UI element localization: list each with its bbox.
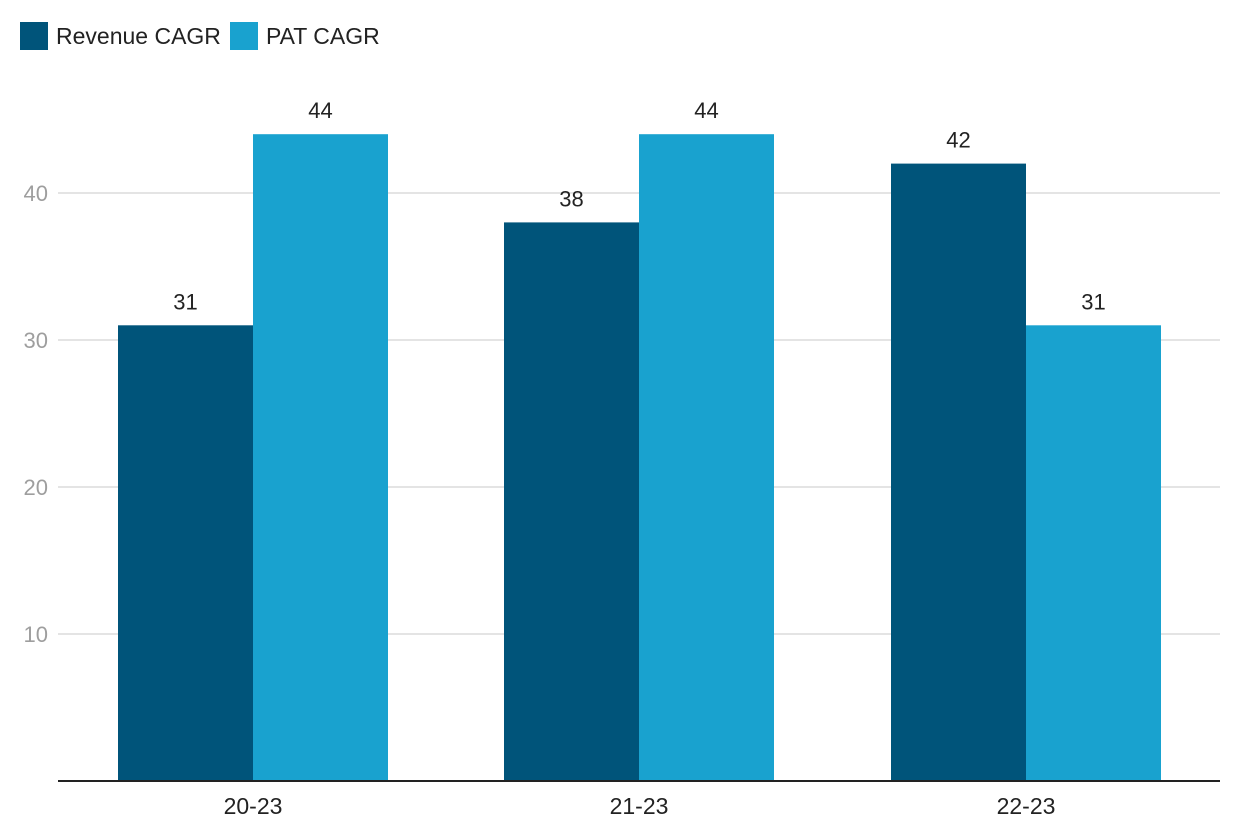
x-axis-ticks: 20-23 21-23 22-23 bbox=[224, 793, 1056, 819]
x-tick-label-0: 20-23 bbox=[224, 793, 283, 819]
data-label-1-1: 44 bbox=[694, 98, 718, 123]
data-label-1-0: 38 bbox=[559, 186, 583, 211]
x-tick-label-2: 22-23 bbox=[997, 793, 1056, 819]
y-tick-label-1: 20 bbox=[24, 475, 48, 500]
bar-0-1 bbox=[253, 134, 388, 781]
bar-2-1 bbox=[1026, 325, 1161, 781]
legend-label-0: Revenue CAGR bbox=[56, 23, 221, 49]
legend-label-1: PAT CAGR bbox=[266, 23, 380, 49]
bars bbox=[118, 134, 1161, 782]
bar-1-0 bbox=[504, 222, 639, 781]
y-tick-label-2: 30 bbox=[24, 328, 48, 353]
data-label-0-0: 31 bbox=[173, 289, 197, 314]
y-tick-label-0: 10 bbox=[24, 622, 48, 647]
data-label-0-1: 44 bbox=[308, 98, 332, 123]
y-tick-label-3: 40 bbox=[24, 181, 48, 206]
legend: Revenue CAGR PAT CAGR bbox=[20, 22, 380, 50]
bar-1-1 bbox=[639, 134, 774, 781]
y-axis-ticks: 10 20 30 40 bbox=[24, 181, 48, 647]
data-label-2-1: 31 bbox=[1081, 289, 1105, 314]
data-labels: 31 44 38 44 42 31 bbox=[173, 98, 1105, 314]
x-tick-label-1: 21-23 bbox=[610, 793, 669, 819]
data-label-2-0: 42 bbox=[946, 128, 970, 153]
bar-2-0 bbox=[891, 163, 1026, 782]
legend-swatch-0 bbox=[20, 22, 48, 50]
legend-swatch-1 bbox=[230, 22, 258, 50]
bar-0-0 bbox=[118, 325, 253, 781]
